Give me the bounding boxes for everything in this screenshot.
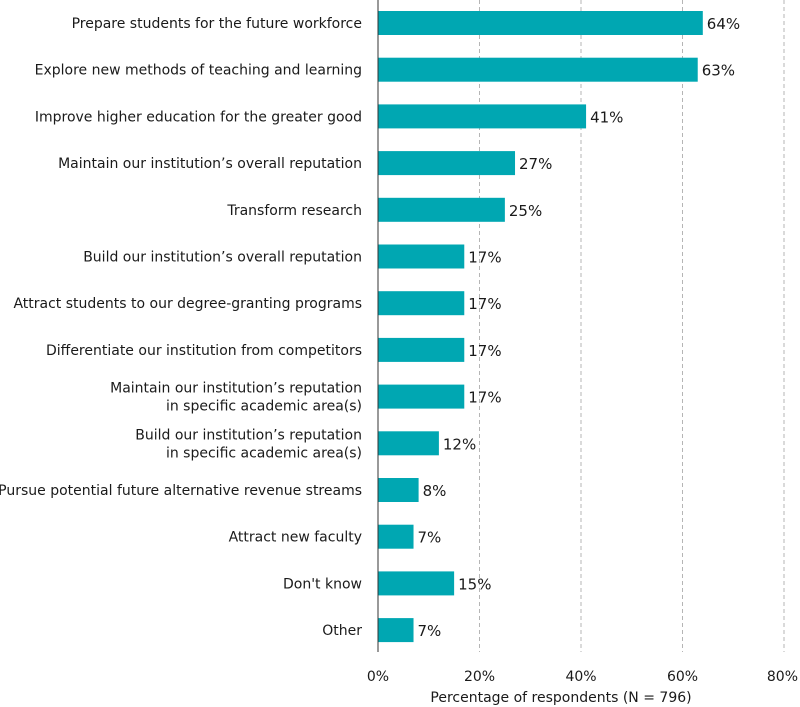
bar [378,11,703,35]
x-axis-ticks: 0% 20% 40% 60% 80% [367,669,798,685]
bar [378,151,516,176]
bar [378,197,505,222]
bars [378,11,703,643]
value-label: 7% [418,622,442,640]
bar [378,291,465,316]
category-label: Build our institution’s overall reputati… [83,250,362,266]
category-label: Attract new faculty [229,530,362,546]
gridlines [479,0,785,652]
x-tick-label: 80% [767,669,798,685]
category-label: Build our institution’s reputation in spe… [135,427,362,461]
value-label: 17% [468,295,501,313]
bar [378,337,465,362]
category-label: Prepare students for the future workforc… [72,16,362,32]
x-tick-label: 60% [667,669,698,685]
bar [378,524,414,549]
bar [378,431,439,456]
value-label: 12% [443,435,476,453]
value-label: 8% [423,482,447,500]
category-label: Other [322,623,362,639]
category-label: Maintain our institution’s reputation in … [110,381,362,415]
value-labels: 64% 63% 41% 27% 25% 17% 17% 17% 17% 12% 8% 7% 15% 7% [418,15,741,640]
bar [378,384,465,409]
category-label: Improve higher education for the greater… [35,109,362,125]
value-label: 25% [509,202,542,220]
category-label: Explore new methods of teaching and lear… [35,63,362,79]
category-label: Maintain our institution’s overall reput… [58,156,362,172]
category-labels: Prepare students for the future workforc… [0,16,362,639]
bar [378,244,465,269]
category-label: Attract students to our degree-granting … [13,296,362,312]
category-label: Differentiate our institution from compe… [46,343,362,359]
category-label: Pursue potential future alternative reve… [0,483,362,499]
category-label: Don't know [283,576,362,592]
value-label: 41% [590,108,623,126]
value-label: 17% [468,389,501,407]
bar [378,104,587,129]
value-label: 64% [707,15,740,33]
bar [378,57,698,82]
bar [378,618,414,643]
value-label: 63% [702,62,735,80]
value-label: 17% [468,249,501,267]
value-label: 17% [468,342,501,360]
x-tick-label: 20% [464,669,495,685]
bar [378,571,455,596]
x-tick-label: 40% [565,669,596,685]
category-label: Transform research [226,203,362,219]
bar [378,478,419,502]
value-label: 15% [458,575,491,593]
x-axis-title: Percentage of respondents (N = 796) [430,690,691,706]
value-label: 7% [418,529,442,547]
x-tick-label: 0% [367,669,389,685]
value-label: 27% [519,155,552,173]
